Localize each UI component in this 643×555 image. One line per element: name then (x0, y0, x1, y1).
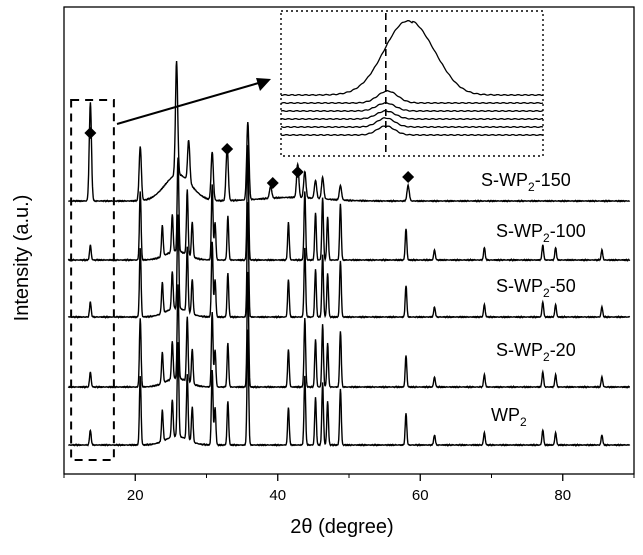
series-label-base: S-WP (496, 221, 543, 241)
diamond-marker (292, 166, 304, 178)
series-label: S-WP2-150 (481, 170, 571, 194)
series-label: S-WP2-50 (496, 276, 576, 300)
series-label-suffix: -50 (550, 276, 576, 296)
x-axis: 20 40 60 80 (64, 474, 634, 504)
series-label-base: S-WP (481, 170, 528, 190)
y-axis-label: Intensity (a.u.) (11, 195, 33, 322)
x-tick-label: 60 (412, 487, 429, 504)
series-label-base: S-WP (496, 276, 543, 296)
zoom-arrow-head (256, 78, 271, 91)
x-tick-label: 20 (127, 487, 144, 504)
diamond-marker (84, 127, 96, 139)
diamond-marker (221, 143, 233, 155)
series-label-suffix: -150 (535, 170, 571, 190)
x-axis-label: 2θ (degree) (290, 516, 393, 538)
x-tick-label: 40 (269, 487, 286, 504)
series-label-layer: S-WP2-150S-WP2-100S-WP2-50S-WP2-20WP2 (481, 170, 586, 429)
xrd-chart: 20406080 S-WP2-150S-WP2-100S-WP2-50S-WP2… (0, 0, 643, 555)
series-label-subscript: 2 (520, 415, 527, 429)
series-label: S-WP2-20 (496, 340, 576, 364)
series-label-base: S-WP (496, 340, 543, 360)
series-label: WP2 (491, 405, 527, 429)
highlight-box (71, 100, 114, 460)
diamond-marker (402, 171, 414, 183)
series-label-suffix: -100 (550, 221, 586, 241)
series-label: S-WP2-100 (496, 221, 586, 245)
series-label-base: WP (491, 405, 520, 425)
zoom-arrow-line (117, 82, 262, 124)
series-label-suffix: -20 (550, 340, 576, 360)
diamond-marker (267, 177, 279, 189)
x-tick-label: 80 (554, 487, 571, 504)
